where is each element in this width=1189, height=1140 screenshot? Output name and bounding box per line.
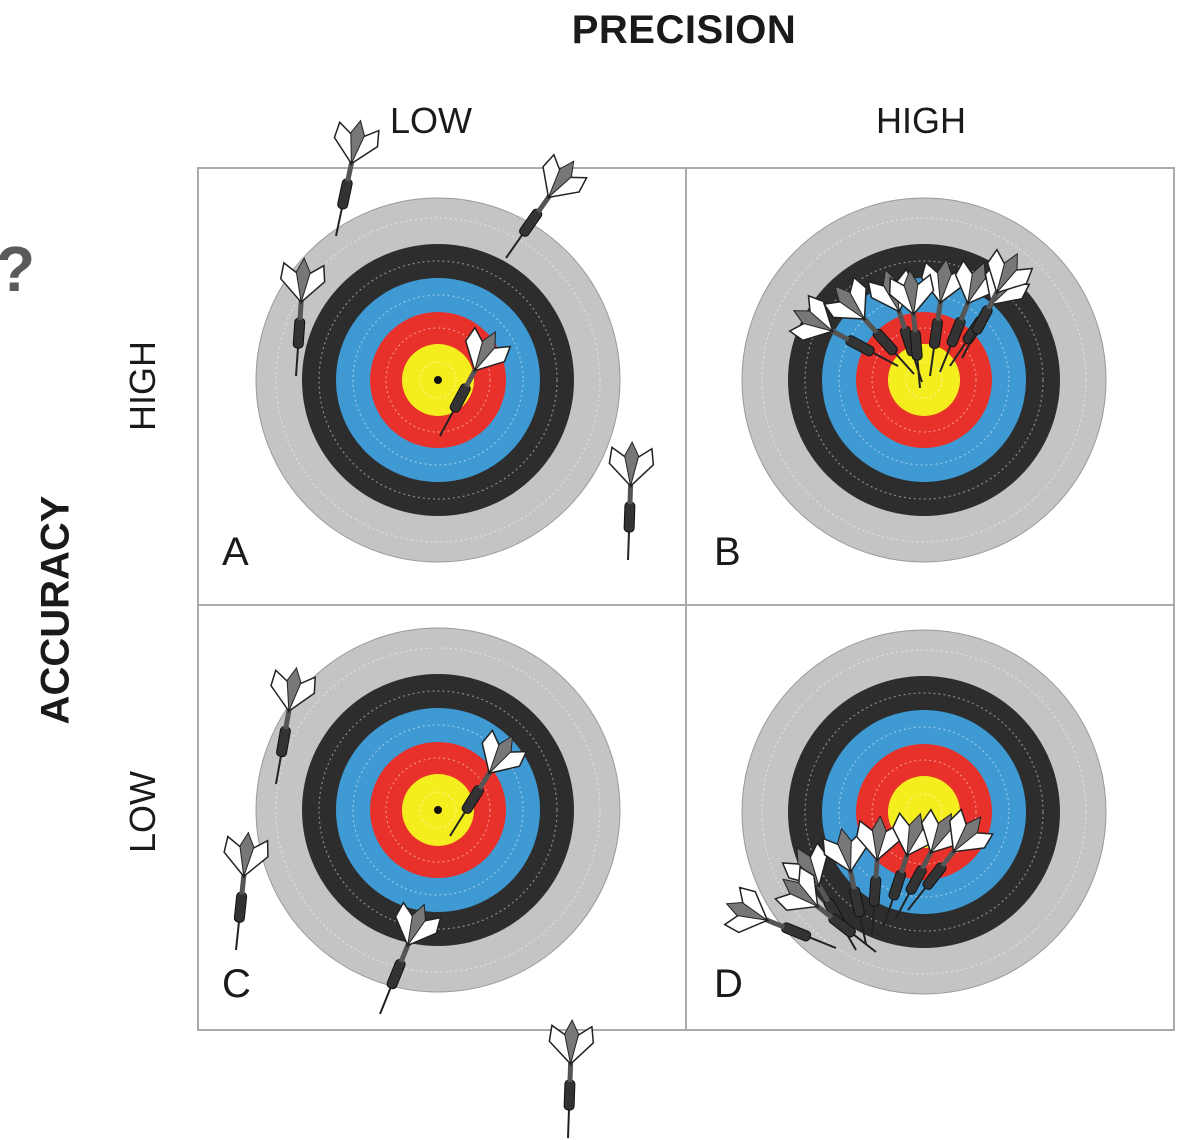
panel-label-a: A [222, 530, 249, 574]
dart-icon [270, 666, 316, 785]
dart-icon [888, 269, 935, 389]
dart-icon [449, 729, 528, 837]
dart-icon [379, 901, 442, 1015]
dart-icon [907, 808, 994, 911]
panel-label-c: C [222, 962, 251, 1006]
precision-low-label: LOW [390, 100, 473, 141]
dart-icon [223, 831, 269, 951]
dart-icon [961, 248, 1034, 359]
dart-icon [608, 440, 655, 561]
dart-icon [774, 866, 877, 953]
dart-icon [439, 326, 512, 437]
dart-icon [883, 811, 939, 927]
panel-label-d: D [714, 962, 743, 1006]
archery-target-icon [255, 197, 621, 563]
dart-icon [723, 886, 837, 949]
precision-high-label: HIGH [876, 100, 966, 141]
dart-icon [279, 257, 326, 377]
precision-axis-title: PRECISION [571, 8, 797, 52]
dart-icon [333, 119, 380, 237]
dart-icon [505, 153, 588, 259]
dart-icon [788, 294, 899, 367]
dart-icon [822, 276, 915, 375]
archery-target-icon [741, 197, 1107, 563]
dart-icon [855, 815, 902, 935]
dart-icon [548, 1018, 595, 1139]
panel-label-b: B [714, 530, 741, 574]
question-mark-glyph: ? [0, 232, 35, 306]
archery-target-icon [741, 629, 1107, 995]
